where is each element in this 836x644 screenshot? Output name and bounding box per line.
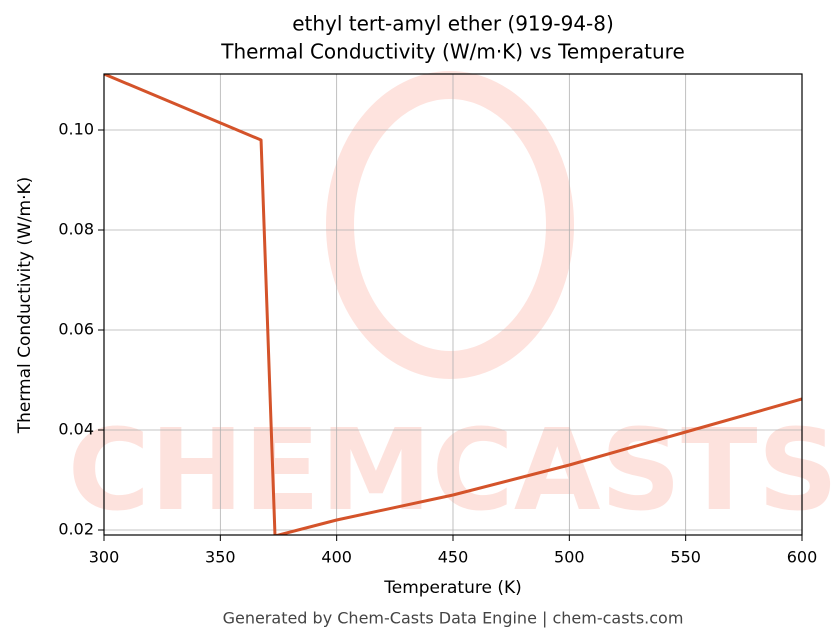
x-tick-label: 600 bbox=[787, 548, 818, 567]
grid bbox=[103, 74, 803, 535]
y-tick-label: 0.10 bbox=[58, 120, 94, 139]
y-tick-label: 0.04 bbox=[58, 420, 94, 439]
x-tick-label: 350 bbox=[205, 548, 236, 567]
chart-subtitle: Thermal Conductivity (W/m·K) vs Temperat… bbox=[220, 40, 685, 64]
y-tick-label: 0.06 bbox=[58, 320, 94, 339]
watermark-logo bbox=[326, 71, 574, 379]
x-axis-label: Temperature (K) bbox=[383, 578, 522, 598]
y-tick-label: 0.08 bbox=[58, 220, 94, 239]
footer: Generated by Chem-Casts Data Engine | ch… bbox=[223, 609, 684, 628]
x-tick-label: 550 bbox=[670, 548, 701, 567]
chart-title: ethyl tert-amyl ether (919-94-8) bbox=[292, 12, 614, 36]
watermark-layer: CHEMCASTS bbox=[68, 71, 836, 536]
x-tick-label: 300 bbox=[89, 548, 120, 567]
y-tick-label: 0.02 bbox=[58, 520, 94, 539]
x-tick-label: 500 bbox=[554, 548, 585, 567]
y-axis-label: Thermal Conductivity (W/m·K) bbox=[15, 177, 35, 435]
x-tick-label: 450 bbox=[438, 548, 469, 567]
x-tick-label: 400 bbox=[321, 548, 352, 567]
ticks: 300 350 400 450 500 550 600 0.02 0.04 0.06 0.08 0.1… bbox=[58, 120, 817, 567]
watermark-text: CHEMCASTS bbox=[68, 406, 836, 536]
line-series bbox=[104, 74, 802, 535]
plot-area bbox=[104, 74, 802, 535]
